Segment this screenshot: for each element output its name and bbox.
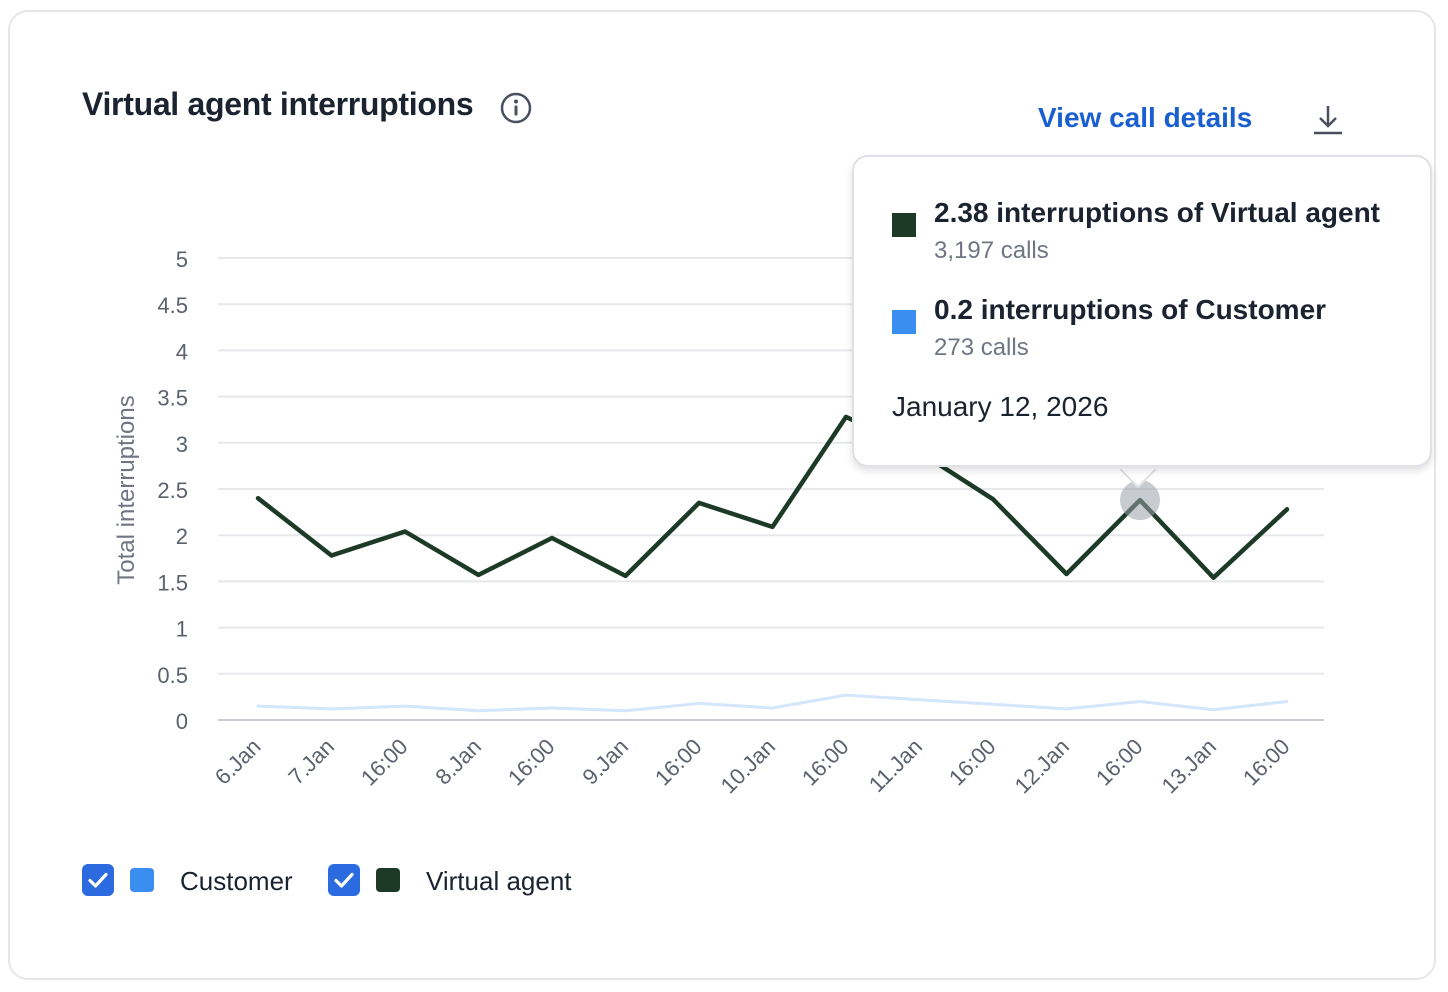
y-axis-label: Total interruptions bbox=[113, 395, 140, 584]
y-tick-label: 2.5 bbox=[157, 478, 188, 503]
data-tooltip: 2.38 interruptions of Virtual agent 3,19… bbox=[852, 155, 1432, 467]
data-point-customer[interactable] bbox=[329, 706, 335, 712]
data-point-virtual-agent[interactable] bbox=[770, 524, 776, 530]
y-tick-label: 5 bbox=[176, 247, 188, 272]
data-point-customer[interactable] bbox=[1284, 699, 1290, 705]
data-point-customer[interactable] bbox=[843, 692, 849, 698]
legend-label: Customer bbox=[180, 866, 293, 896]
data-point-virtual-agent[interactable] bbox=[696, 500, 702, 506]
y-tick-label: 3.5 bbox=[157, 386, 188, 411]
tooltip-swatch bbox=[892, 310, 916, 334]
y-tick-label: 4 bbox=[176, 339, 188, 364]
legend-swatch-customer bbox=[130, 868, 154, 892]
data-point-virtual-agent[interactable] bbox=[329, 553, 335, 559]
x-tick-label: 10.Jan bbox=[716, 734, 780, 798]
x-tick-label: 13.Jan bbox=[1157, 734, 1221, 798]
x-tick-label: 16:00 bbox=[650, 734, 707, 791]
x-axis-ticks: 6.Jan 7.Jan 16:00 8.Jan 16:00 9.Jan 16:00 10.Ja… bbox=[210, 734, 1295, 798]
data-point-customer[interactable] bbox=[623, 708, 629, 714]
y-tick-label: 0.5 bbox=[157, 663, 188, 688]
data-point-customer[interactable] bbox=[255, 703, 261, 709]
data-point-virtual-agent[interactable] bbox=[1211, 575, 1217, 581]
download-icon[interactable] bbox=[1310, 102, 1346, 138]
x-tick-label: 16:00 bbox=[503, 734, 560, 791]
data-point-customer[interactable] bbox=[696, 700, 702, 706]
chart-title: Virtual agent interruptions bbox=[82, 86, 474, 122]
data-point-virtual-agent[interactable] bbox=[255, 495, 261, 501]
data-point-customer[interactable] bbox=[1064, 706, 1070, 712]
legend-checkbox-virtual-agent[interactable] bbox=[328, 864, 360, 896]
legend-checkbox-customer[interactable] bbox=[82, 864, 114, 896]
checkmark-icon bbox=[334, 872, 354, 888]
tooltip-date: January 12, 2026 bbox=[892, 391, 1109, 422]
x-tick-label: 16:00 bbox=[797, 734, 854, 791]
data-point-virtual-agent[interactable] bbox=[476, 572, 482, 578]
data-point-virtual-agent[interactable] bbox=[1284, 506, 1290, 512]
y-tick-label: 1.5 bbox=[157, 570, 188, 595]
data-point-customer[interactable] bbox=[402, 703, 408, 709]
checkmark-icon bbox=[88, 872, 108, 888]
x-tick-label: 16:00 bbox=[944, 734, 1001, 791]
data-point-virtual-agent[interactable] bbox=[843, 414, 849, 420]
info-circle-icon[interactable] bbox=[500, 92, 532, 124]
y-tick-label: 1 bbox=[176, 617, 188, 642]
y-tick-label: 0 bbox=[176, 709, 188, 734]
x-tick-label: 6.Jan bbox=[210, 734, 266, 790]
data-point-customer[interactable] bbox=[1137, 699, 1143, 705]
data-point-virtual-agent[interactable] bbox=[549, 535, 555, 541]
data-point-customer[interactable] bbox=[917, 697, 923, 703]
tooltip-entry-calls: 273 calls bbox=[934, 334, 1029, 361]
tooltip-entry-value: 0.2 interruptions of Customer bbox=[934, 294, 1327, 325]
data-point-customer[interactable] bbox=[770, 705, 776, 711]
x-tick-label: 8.Jan bbox=[430, 734, 486, 790]
data-point-customer[interactable] bbox=[549, 705, 555, 711]
y-tick-label: 4.5 bbox=[157, 293, 188, 318]
chart-series bbox=[255, 414, 1290, 714]
data-point-customer[interactable] bbox=[476, 708, 482, 714]
data-point-virtual-agent[interactable] bbox=[402, 529, 408, 535]
tooltip-swatch bbox=[892, 213, 916, 237]
series-line-virtual-agent bbox=[255, 414, 1290, 580]
hover-marker bbox=[1120, 480, 1160, 521]
hover-highlight bbox=[1120, 480, 1160, 521]
legend-swatch-virtual-agent bbox=[376, 868, 400, 892]
x-tick-label: 16:00 bbox=[1091, 734, 1148, 791]
data-point-virtual-agent[interactable] bbox=[990, 496, 996, 502]
x-tick-label: 11.Jan bbox=[864, 734, 927, 797]
data-point-customer[interactable] bbox=[1211, 707, 1217, 713]
tooltip-entry-value: 2.38 interruptions of Virtual agent bbox=[934, 197, 1381, 228]
x-tick-label: 16:00 bbox=[356, 734, 413, 791]
data-point-virtual-agent[interactable] bbox=[1064, 571, 1070, 577]
data-point-customer[interactable] bbox=[990, 701, 996, 707]
series-line-customer bbox=[256, 693, 1289, 713]
data-point-virtual-agent[interactable] bbox=[623, 573, 629, 579]
y-axis-ticks: 0 0.5 1 1.5 2 2.5 3 3.5 4 4.5 5 bbox=[157, 247, 188, 734]
x-tick-label: 7.Jan bbox=[283, 734, 339, 790]
tooltip-entry-calls: 3,197 calls bbox=[934, 237, 1049, 264]
y-tick-label: 2 bbox=[176, 524, 188, 549]
x-tick-label: 12.Jan bbox=[1010, 734, 1074, 798]
x-tick-label: 16:00 bbox=[1238, 734, 1295, 791]
y-tick-label: 3 bbox=[176, 432, 188, 457]
view-call-details-link[interactable]: View call details bbox=[1038, 102, 1253, 133]
x-tick-label: 9.Jan bbox=[577, 734, 633, 790]
legend-label: Virtual agent bbox=[426, 866, 572, 896]
